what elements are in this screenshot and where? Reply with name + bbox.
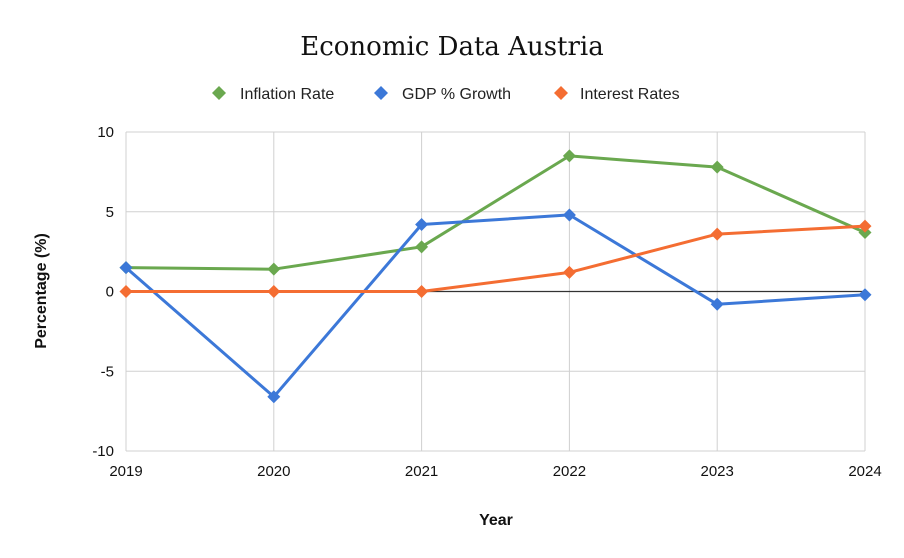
data-point-interest-rates <box>858 219 872 233</box>
axis-labels: 10 5 0 -5 -10 2019 2020 2021 2022 2023 2024 <box>92 124 881 480</box>
x-tick-label: 2021 <box>405 463 438 480</box>
data-point-inflation-rate <box>415 240 429 254</box>
series-line-gdp-growth <box>124 213 867 399</box>
data-point-interest-rates <box>267 285 281 298</box>
y-tick-label: -10 <box>92 443 114 460</box>
data-point-interest-rates <box>415 285 429 298</box>
chart-title: Economic Data Austria <box>300 32 604 62</box>
data-point-inflation-rate <box>562 149 576 163</box>
y-tick-label: 10 <box>97 124 114 141</box>
data-point-gdp-growth <box>710 297 724 311</box>
data-point-gdp-growth <box>562 208 576 222</box>
series-inflation-rate <box>119 149 872 276</box>
data-point-interest-rates <box>119 285 133 298</box>
data-point-interest-rates <box>562 265 576 279</box>
series-interest-rates <box>119 219 872 298</box>
data-point-gdp-growth <box>858 288 872 302</box>
x-tick-label: 2020 <box>257 463 290 480</box>
y-axis-title: Percentage (%) <box>33 233 50 349</box>
legend-item-gdp-growth: GDP % Growth <box>374 86 511 103</box>
data-point-gdp-growth <box>119 261 133 275</box>
legend-marker-interest-rates <box>554 86 568 100</box>
data-point-interest-rates <box>710 227 724 241</box>
y-tick-label: 0 <box>106 284 114 301</box>
legend-item-inflation-rate: Inflation Rate <box>212 86 334 103</box>
series <box>119 149 872 404</box>
legend-marker-gdp-growth <box>374 86 388 100</box>
legend: Inflation Rate GDP % Growth Interest Rat… <box>212 86 680 103</box>
data-point-inflation-rate <box>267 262 281 276</box>
series-gdp-growth <box>119 208 872 404</box>
data-point-inflation-rate <box>710 160 724 174</box>
x-tick-label: 2023 <box>701 463 734 480</box>
data-point-gdp-growth <box>267 390 281 404</box>
x-tick-label: 2019 <box>109 463 142 480</box>
legend-item-interest-rates: Interest Rates <box>554 86 680 103</box>
data-point-gdp-growth <box>415 218 429 232</box>
x-tick-label: 2022 <box>553 463 586 480</box>
series-line-inflation-rate <box>124 154 867 271</box>
y-tick-label: -5 <box>101 363 114 380</box>
x-axis-title: Year <box>479 512 513 529</box>
series-line-interest-rates <box>124 224 867 293</box>
y-tick-label: 5 <box>106 204 114 221</box>
legend-label-interest-rates: Interest Rates <box>580 86 680 103</box>
legend-label-inflation-rate: Inflation Rate <box>240 86 334 103</box>
legend-label-gdp-growth: GDP % Growth <box>402 86 511 103</box>
x-tick-label: 2024 <box>848 463 881 480</box>
legend-marker-inflation-rate <box>212 86 226 100</box>
